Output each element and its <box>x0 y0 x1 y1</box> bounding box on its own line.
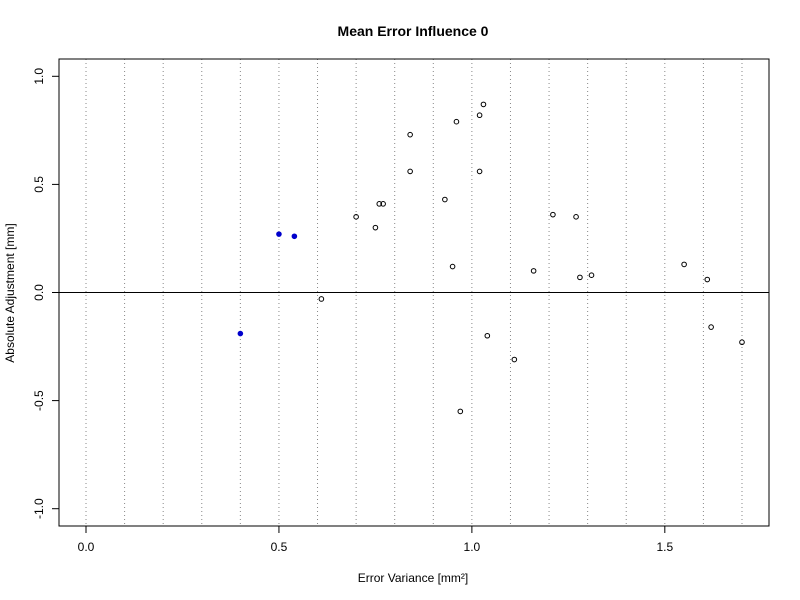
filled-data-point <box>276 231 282 237</box>
open-data-point <box>376 201 383 207</box>
open-data-point <box>476 112 483 119</box>
open-data-point <box>708 324 714 330</box>
x-axis-label: Error Variance [mm²] <box>358 571 468 585</box>
open-data-point <box>530 268 537 274</box>
x-tick-label: 1.0 <box>464 540 481 554</box>
open-data-point <box>573 214 579 220</box>
open-data-point <box>372 224 379 231</box>
x-tick-label: 0.5 <box>271 540 288 554</box>
y-tick-label: 0.0 <box>32 284 46 301</box>
x-tick-label: 0.0 <box>78 540 95 554</box>
open-data-point <box>353 214 359 220</box>
x-axis: 0.0 0.5 1.0 1.5 <box>78 526 673 554</box>
open-data-point <box>511 356 518 363</box>
x-tick-label: 1.5 <box>656 540 673 554</box>
open-data-point <box>484 332 491 339</box>
open-data-point <box>457 408 464 415</box>
open-data-point <box>588 272 595 279</box>
y-tick-label: 1.0 <box>32 68 46 85</box>
open-data-point <box>380 201 386 207</box>
open-data-point <box>453 118 460 125</box>
open-data-point <box>476 168 483 175</box>
open-data-point <box>449 263 456 270</box>
open-data-point <box>681 261 687 268</box>
open-data-point <box>318 296 325 302</box>
open-data-point <box>550 211 556 218</box>
open-data-point <box>704 276 711 283</box>
y-tick-label: -1.0 <box>32 498 46 519</box>
data-points <box>237 101 745 415</box>
filled-data-point <box>291 233 298 240</box>
y-tick-label: 0.5 <box>32 176 46 193</box>
y-axis: -1.0 -0.5 0.0 0.5 1.0 <box>32 68 59 519</box>
open-data-point <box>407 168 413 175</box>
open-data-point <box>407 131 413 138</box>
y-axis-label: Absolute Adjustment [mm] <box>3 223 17 362</box>
y-tick-label: -0.5 <box>32 390 46 411</box>
open-data-point <box>739 339 745 346</box>
chart-title: Mean Error Influence 0 <box>338 23 489 39</box>
filled-data-point <box>237 330 244 337</box>
open-data-point <box>577 274 583 281</box>
open-data-point <box>442 196 448 203</box>
open-data-point <box>480 101 487 108</box>
